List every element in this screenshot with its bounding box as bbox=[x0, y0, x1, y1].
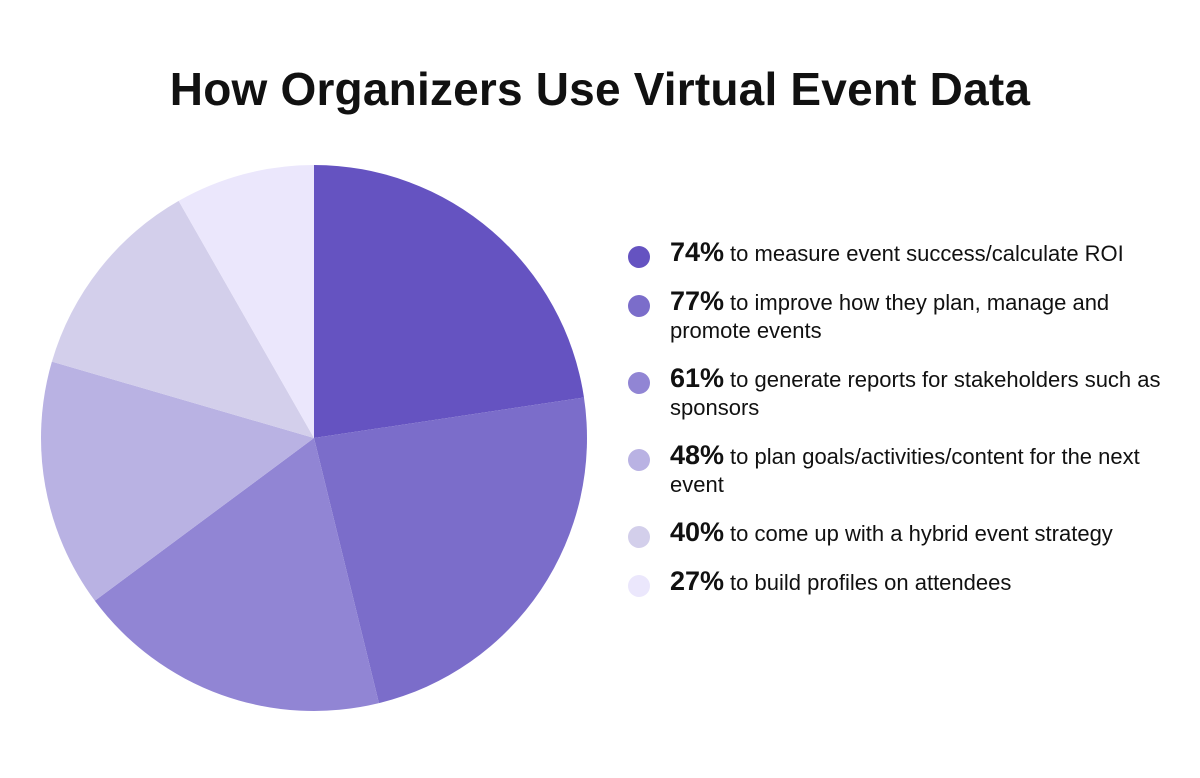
legend-swatch-3 bbox=[628, 372, 650, 394]
legend-label-4: to plan goals/activities/content for the… bbox=[670, 444, 1140, 497]
legend-item-4: 48% to plan goals/activities/content for … bbox=[628, 441, 1178, 499]
pie-slice-3 bbox=[94, 438, 379, 711]
pie-slice-1 bbox=[314, 165, 584, 438]
legend-label-5: to come up with a hybrid event strategy bbox=[730, 521, 1113, 546]
legend-swatch-4 bbox=[628, 449, 650, 471]
pie-slice-4 bbox=[41, 361, 315, 601]
legend-swatch-5 bbox=[628, 526, 650, 548]
legend-swatch-1 bbox=[628, 246, 650, 268]
chart-title: How Organizers Use Virtual Event Data bbox=[169, 63, 1031, 115]
legend-item-6: 27% to build profiles on attendees bbox=[628, 567, 1178, 597]
pie-slice-5 bbox=[51, 200, 314, 438]
legend-percent-3: 61% bbox=[670, 363, 725, 393]
legend-percent-6: 27% bbox=[670, 566, 725, 596]
legend-item-5: 40% to come up with a hybrid event strate… bbox=[628, 518, 1178, 548]
legend-swatch-6 bbox=[628, 575, 650, 597]
pie-slice-6 bbox=[178, 165, 314, 438]
legend-percent-2: 77% bbox=[670, 286, 725, 316]
legend-item-1: 74% to measure event success/calculate RO… bbox=[628, 238, 1178, 268]
legend-label-1: to measure event success/calculate ROI bbox=[730, 241, 1124, 266]
legend-label-6: to build profiles on attendees bbox=[730, 570, 1012, 595]
legend-label-3: to generate reports for stakeholders suc… bbox=[670, 367, 1161, 420]
legend-percent-5: 40% bbox=[670, 517, 725, 547]
legend-label-2: to improve how they plan, manage and pro… bbox=[670, 290, 1110, 343]
legend-item-3: 61% to generate reports for stakeholders … bbox=[628, 364, 1178, 422]
legend-item-2: 77% to improve how they plan, manage and … bbox=[628, 287, 1178, 345]
legend-swatch-2 bbox=[628, 295, 650, 317]
pie-slice-2 bbox=[314, 397, 588, 704]
legend-percent-4: 48% bbox=[670, 440, 725, 470]
legend: 74% to measure event success/calculate RO… bbox=[628, 238, 1178, 616]
legend-percent-1: 74% bbox=[670, 237, 725, 267]
